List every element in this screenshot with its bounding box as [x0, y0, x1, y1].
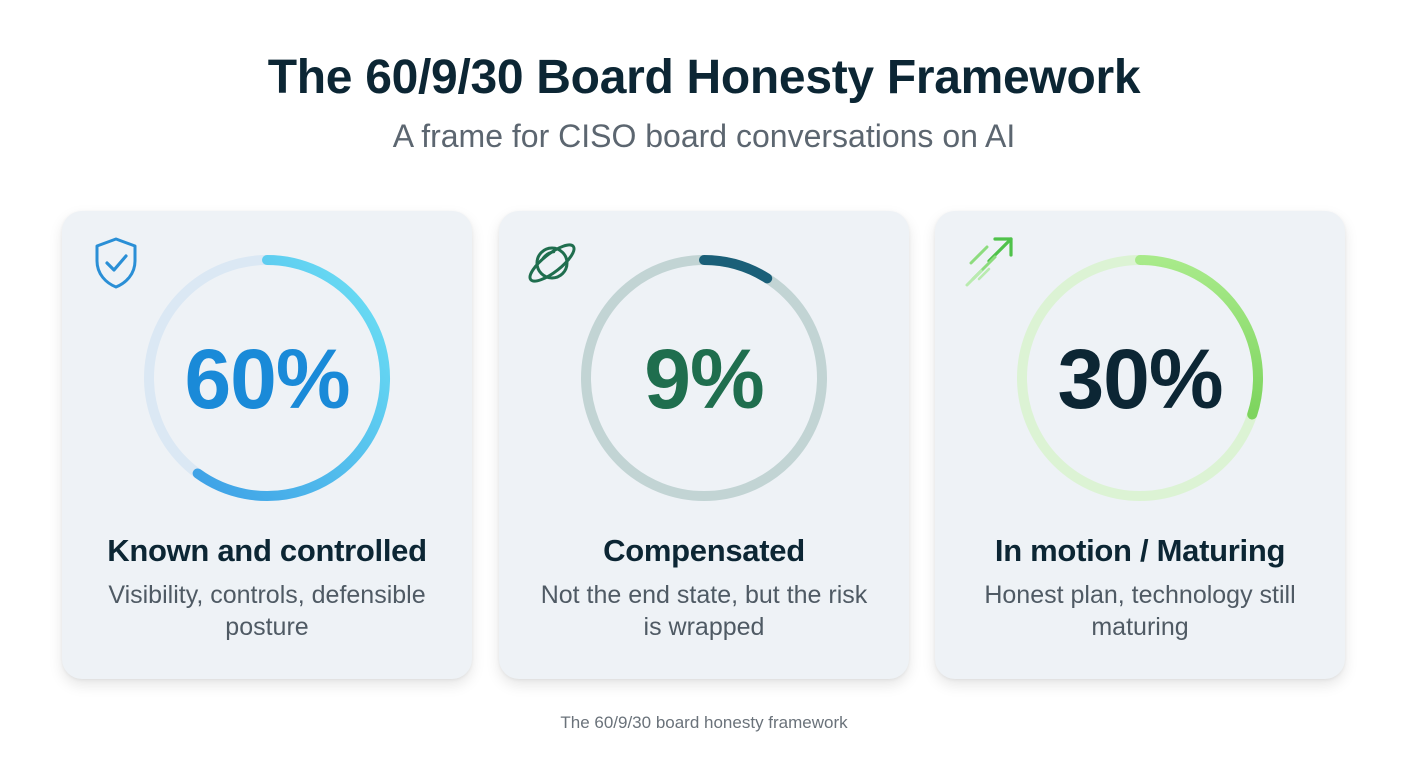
arrow-motion-icon [965, 237, 1013, 287]
progress-ring [144, 255, 390, 501]
progress-ring [1017, 255, 1263, 501]
percent-value: 30% [1057, 332, 1223, 426]
card-description: Not the end state, but the risk is wrapp… [540, 581, 868, 641]
progress-arc [192, 255, 390, 501]
page-subtitle: A frame for CISO board conversations on … [392, 118, 1016, 154]
card-description: Honest plan, technology still maturing [984, 581, 1296, 641]
card-known-controlled: 60% Known and controlled Visibility, con… [62, 211, 472, 679]
card-label: Known and controlled [107, 533, 427, 568]
percent-value: 60% [184, 332, 350, 426]
percent-value: 9% [644, 332, 764, 426]
card-compensated: 9% Compensated Not the end state, but th… [499, 211, 909, 679]
card-label: Compensated [603, 533, 805, 568]
card-in-motion: 30% In motion / Maturing Honest plan, te… [935, 211, 1345, 679]
card-description: Visibility, controls, defensible posture [108, 581, 426, 641]
planet-icon [528, 243, 576, 283]
progress-ring [581, 255, 827, 501]
card-label: In motion / Maturing [994, 533, 1286, 568]
figure-caption: The 60/9/30 board honesty framework [560, 713, 848, 732]
progress-arc [1135, 255, 1263, 420]
progress-arc [699, 255, 773, 284]
shield-check-icon [95, 237, 137, 289]
page-title: The 60/9/30 Board Honesty Framework [267, 51, 1141, 104]
